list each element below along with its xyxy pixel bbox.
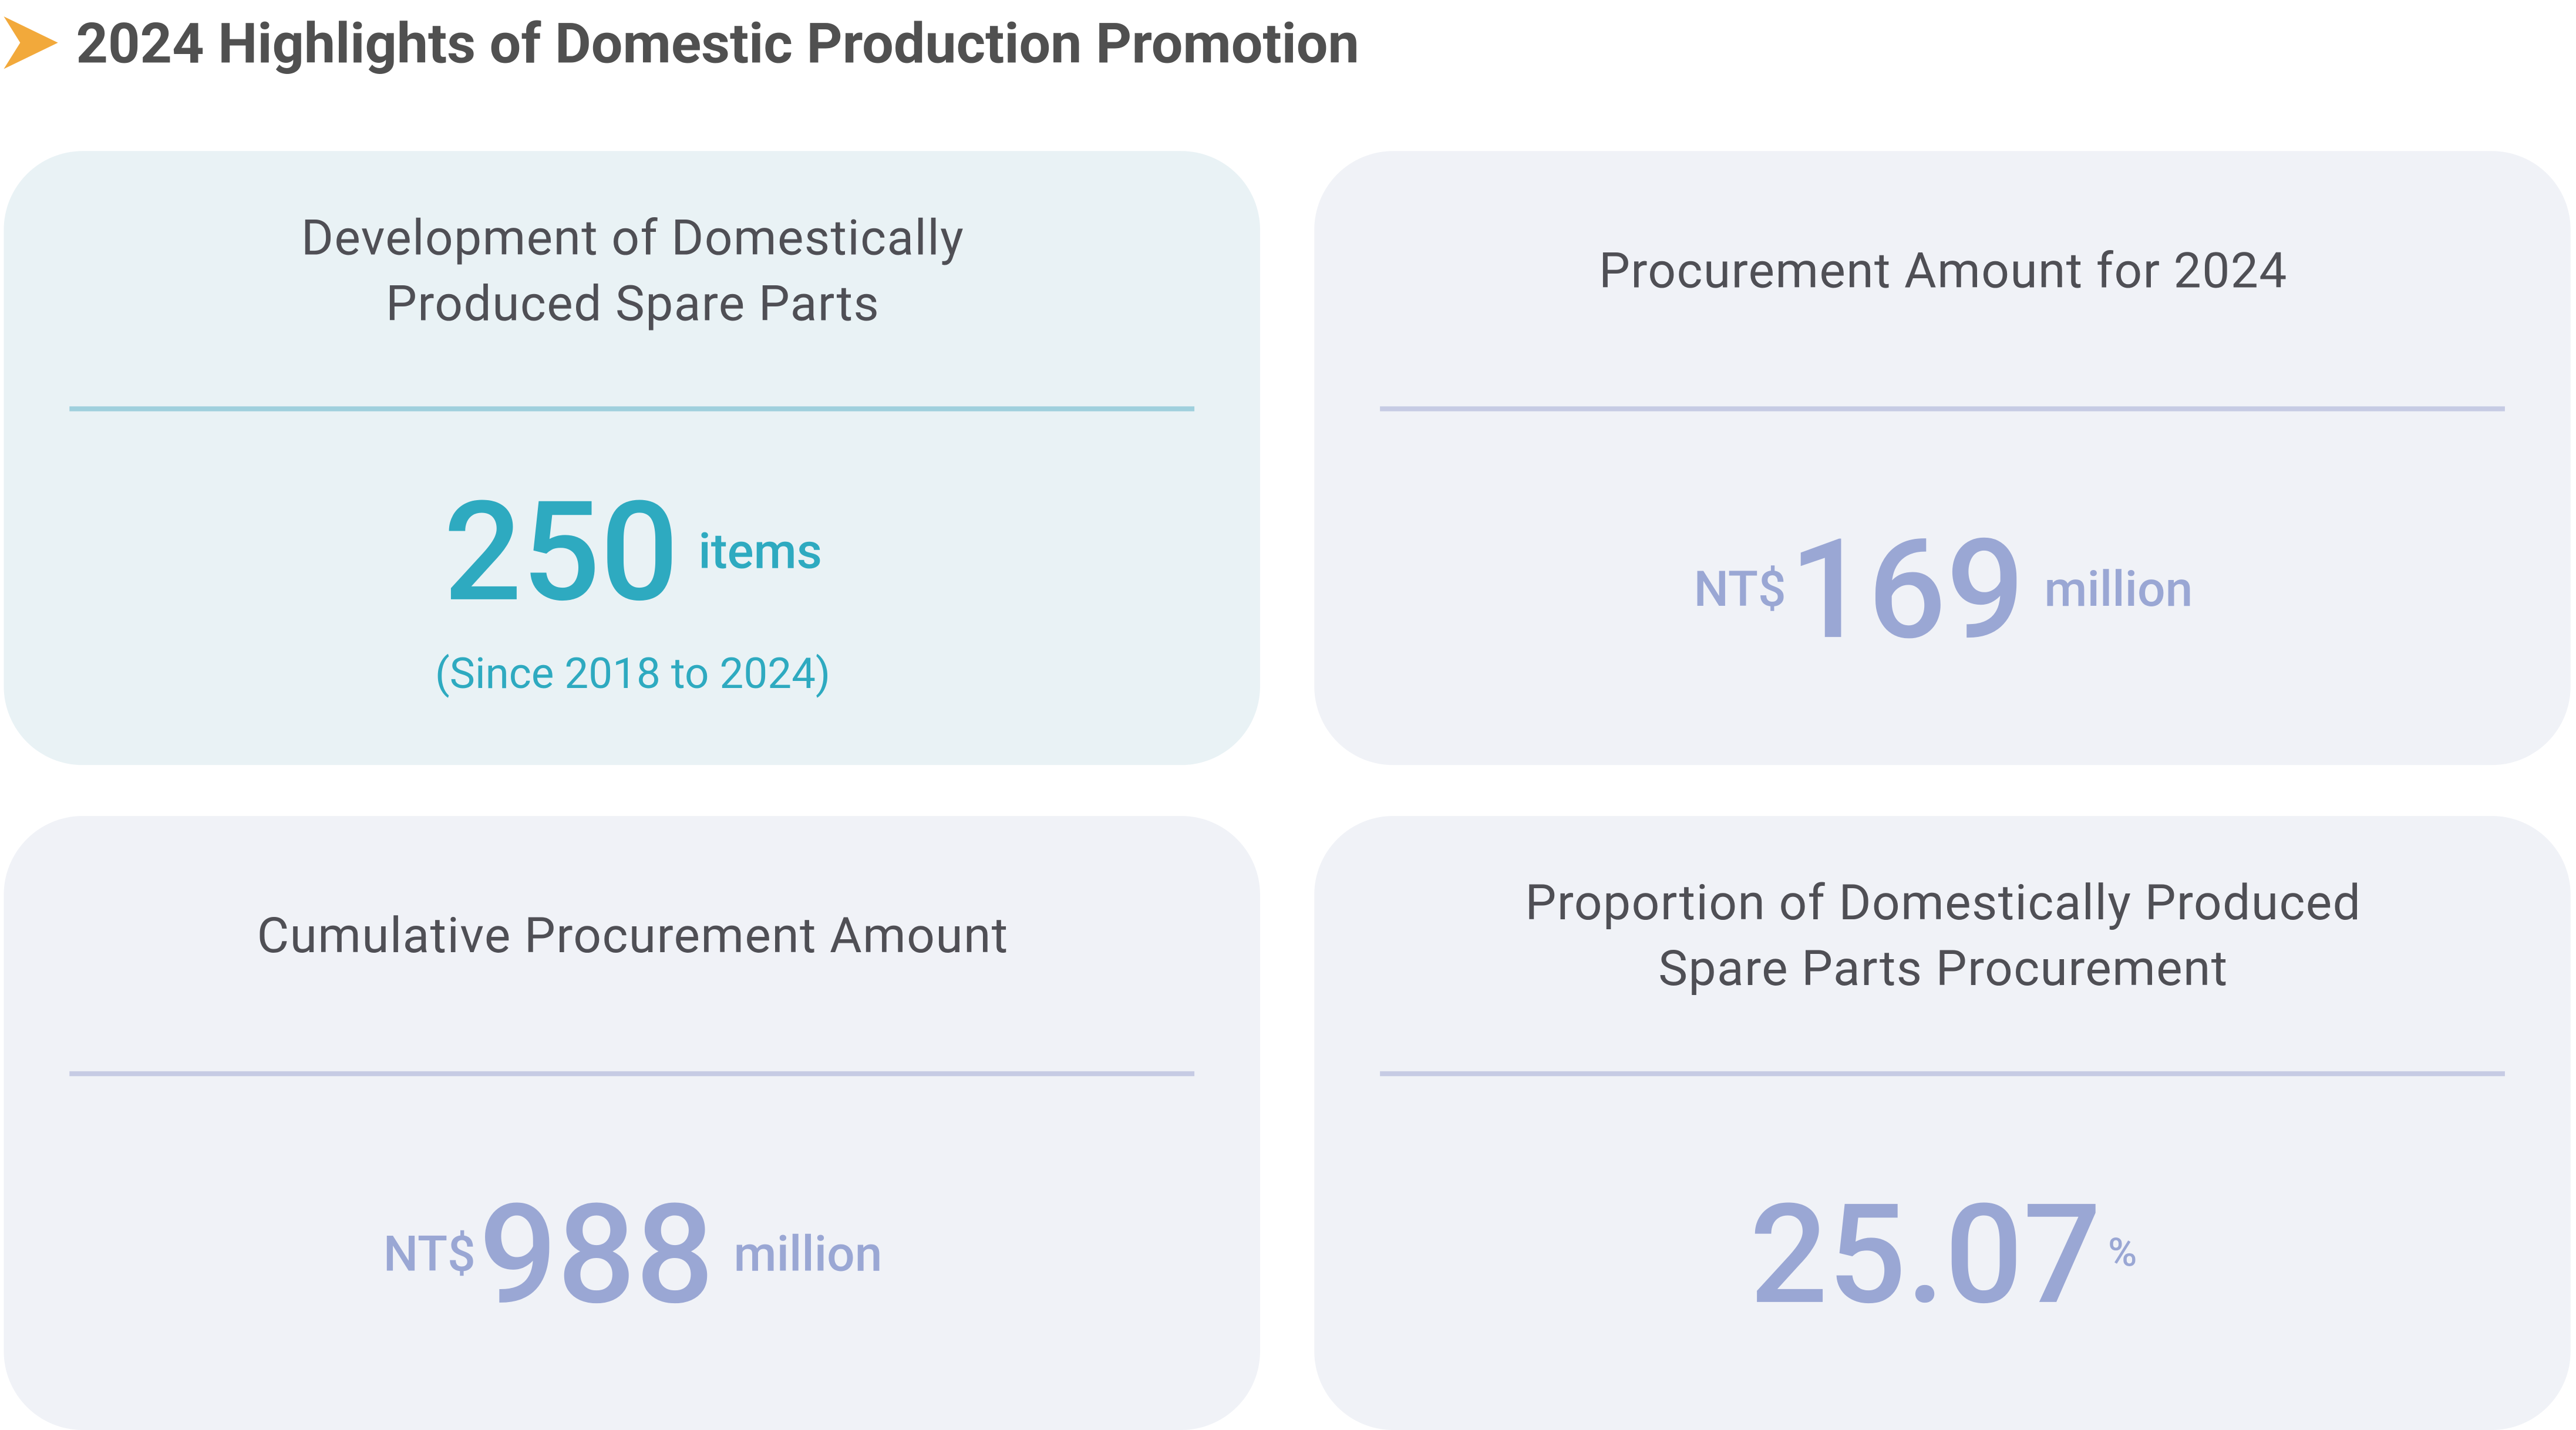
page-title: 2024 Highlights of Domestic Production P… xyxy=(76,11,1359,76)
card-bg xyxy=(4,151,1260,765)
card-title: Development of Domestically xyxy=(301,210,964,267)
value-unit: items xyxy=(698,523,822,581)
title-arrow xyxy=(4,16,58,69)
card-title: Procurement Amount for 2024 xyxy=(1599,242,2288,299)
card: Cumulative Procurement Amount NT$988 milli… xyxy=(4,816,1260,1430)
card: Procurement Amount for 2024 NT$169 million xyxy=(1314,151,2571,765)
value-number: 988 xyxy=(479,1175,714,1336)
value-number: 250 xyxy=(443,472,679,633)
value-number: 25.07 xyxy=(1749,1175,2101,1336)
value-line: NT$169 million xyxy=(1694,510,2193,671)
value-line: NT$988 million xyxy=(383,1175,883,1336)
value-unit: % xyxy=(2108,1230,2137,1276)
value-note: (Since 2018 to 2024) xyxy=(435,649,830,699)
card-title: Proportion of Domestically Produced xyxy=(1525,874,2361,932)
card-title: Cumulative Procurement Amount xyxy=(257,907,1009,964)
card-title: Produced Spare Parts xyxy=(386,275,880,332)
value-prefix: NT$ xyxy=(383,1226,476,1283)
value-line: 250 items xyxy=(443,472,822,633)
card-bg xyxy=(4,816,1260,1430)
value-unit: million xyxy=(734,1226,883,1283)
card: Proportion of Domestically Produced Spare… xyxy=(1314,816,2571,1430)
value-line: 25.07% xyxy=(1749,1175,2137,1336)
value-number: 169 xyxy=(1789,510,2025,671)
value-unit: million xyxy=(2044,561,2193,618)
card-bg xyxy=(1314,151,2571,765)
card: Development of Domestically Produced Spar… xyxy=(4,151,1260,765)
card-bg xyxy=(1314,816,2571,1430)
card-title: Spare Parts Procurement xyxy=(1658,940,2228,997)
value-prefix: NT$ xyxy=(1694,561,1786,618)
